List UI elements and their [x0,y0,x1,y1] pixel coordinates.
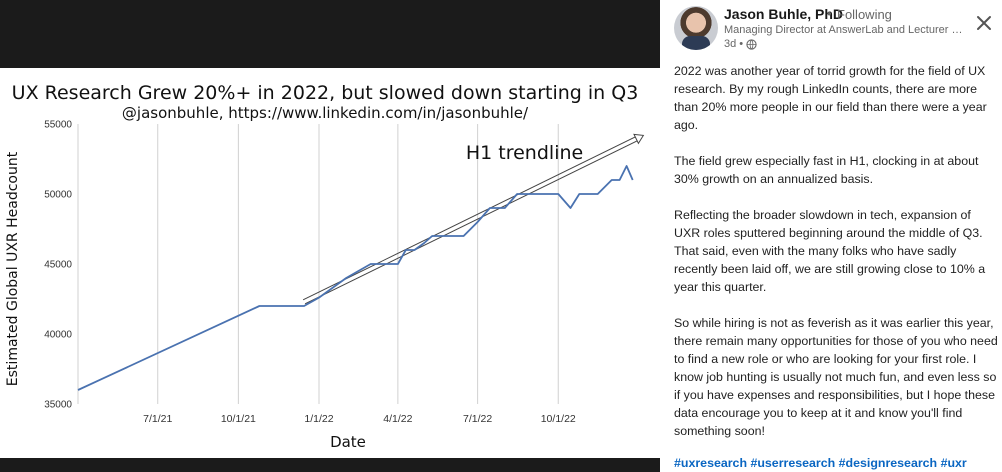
chart-title: UX Research Grew 20%+ in 2022, but slowe… [11,82,639,104]
x-tick-label: 1/1/22 [304,413,333,425]
x-tick-label: 4/1/22 [383,413,412,425]
x-tick-label: 10/1/22 [541,413,576,425]
x-tick-label: 7/1/22 [463,413,492,425]
post-panel: Jason Buhle, PhD • Following Managing Di… [660,0,1002,472]
post-paragraph: 2022 was another year of torrid growth f… [674,64,987,132]
y-axis-title: Estimated Global UXR Headcount [5,151,21,386]
dot-separator: • [827,6,832,21]
y-tick-label: 55000 [44,120,72,131]
y-tick-label: 50000 [44,190,72,201]
trendline [302,135,638,301]
media-viewer: UX Research Grew 20%+ in 2022, but slowe… [0,0,660,472]
trendline-arrowhead [633,133,645,145]
following-status[interactable]: Following [837,7,892,22]
chart-image [0,68,660,458]
hashtags-link[interactable]: #uxresearch #userresearch #designresearc… [674,456,967,470]
x-axis-title: Date [330,433,366,451]
line-chart: 7/1/21 10/1/21 1/1/22 4/1/22 7/1/22 10/1/22 35… [5,120,645,451]
post-paragraph: The field grew especially fast in H1, cl… [674,154,979,186]
post-body: 2022 was another year of torrid growth f… [674,62,1000,458]
headcount-series-line [77,165,634,391]
x-tick-label: 7/1/21 [143,413,172,425]
post-paragraph: Reflecting the broader slowdown in tech,… [674,208,986,294]
close-icon[interactable] [973,12,995,34]
trendline [304,139,640,305]
y-tick-label: 40000 [44,330,72,341]
author-headline: Managing Director at AnswerLab and Lectu… [724,24,963,36]
chart-subtitle: @jasonbuhle, https://www.linkedin.com/in… [121,104,529,122]
post-meta: 3d • [724,38,757,50]
y-tick-label: 45000 [44,260,72,271]
x-tick-label: 10/1/21 [221,413,256,425]
globe-icon [746,38,757,50]
post-age: 3d • [724,38,744,50]
y-tick-label: 35000 [44,400,72,411]
avatar[interactable] [674,6,718,50]
author-name[interactable]: Jason Buhle, PhD [724,6,844,22]
post-paragraph: So while hiring is not as feverish as it… [674,316,998,438]
trendline-label: H1 trendline [466,142,583,164]
